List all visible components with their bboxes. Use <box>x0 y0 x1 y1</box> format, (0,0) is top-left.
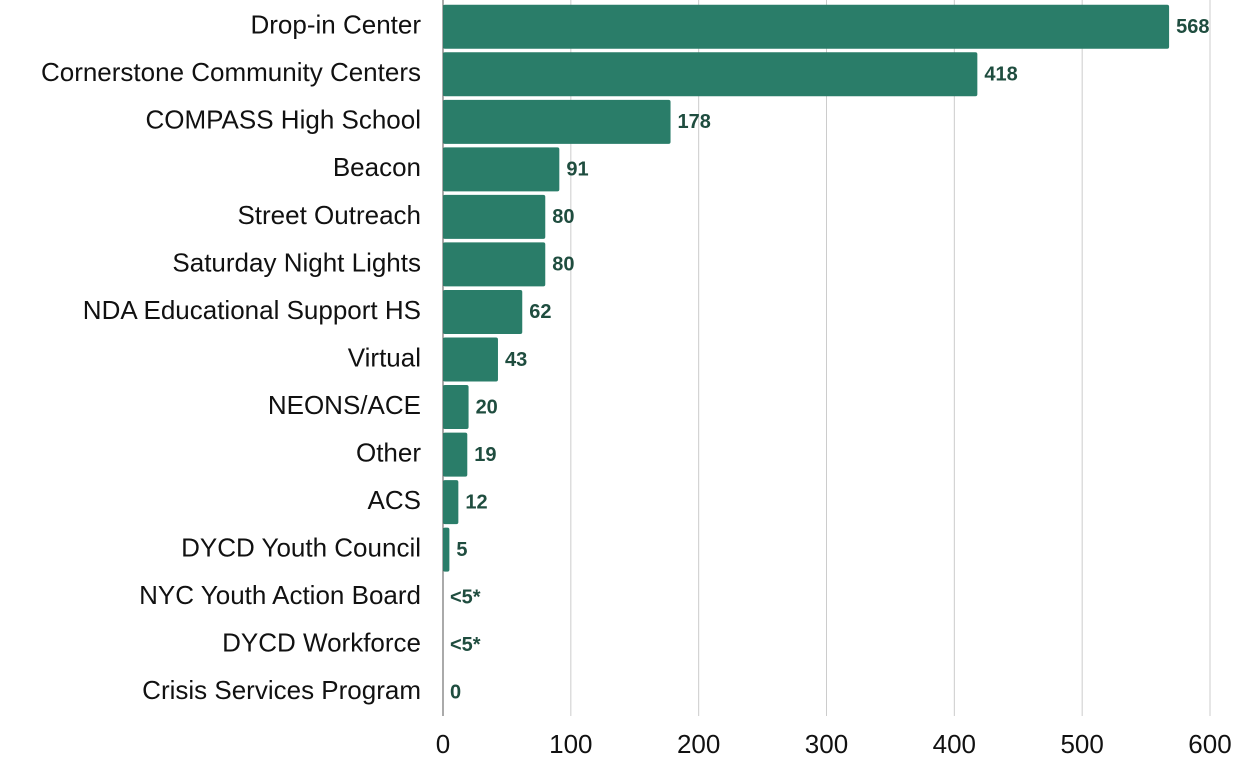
value-label: 80 <box>552 254 574 276</box>
y-tick-label: DYCD Youth Council <box>181 533 421 563</box>
y-tick-label: Drop-in Center <box>250 10 421 40</box>
y-tick-label: Street Outreach <box>237 200 421 230</box>
value-label: 418 <box>984 64 1017 86</box>
y-tick-label: Virtual <box>348 342 421 372</box>
y-tick-label: Cornerstone Community Centers <box>41 57 421 87</box>
value-label: 91 <box>566 159 588 181</box>
bar <box>443 4 1170 49</box>
y-tick-label: NYC Youth Action Board <box>139 580 421 610</box>
value-label: 43 <box>505 349 527 371</box>
bar <box>443 194 546 239</box>
y-tick-label: COMPASS High School <box>145 105 421 135</box>
y-tick-label: Crisis Services Program <box>142 675 421 705</box>
x-tick-label: 600 <box>1188 729 1231 759</box>
bar <box>443 337 498 382</box>
x-tick-label: 300 <box>805 729 848 759</box>
x-tick-label: 200 <box>677 729 720 759</box>
y-tick-label: DYCD Workforce <box>222 628 421 658</box>
bar <box>443 52 978 97</box>
y-tick-label: NEONS/ACE <box>268 390 421 420</box>
x-tick-label: 0 <box>436 729 450 759</box>
value-label: 62 <box>529 301 551 323</box>
bar <box>443 99 671 144</box>
bar <box>443 147 560 192</box>
bar <box>443 242 546 287</box>
x-tick-label: 500 <box>1060 729 1103 759</box>
bar <box>443 527 450 572</box>
bar <box>443 289 523 334</box>
bar <box>443 432 468 477</box>
y-tick-label: Other <box>356 437 421 467</box>
y-tick-label: Beacon <box>333 152 421 182</box>
value-label: 12 <box>465 491 487 513</box>
x-tick-label: 100 <box>549 729 592 759</box>
value-label: 0 <box>450 682 461 704</box>
value-label: 178 <box>678 111 711 133</box>
y-tick-label: NDA Educational Support HS <box>83 295 421 325</box>
value-label: 5 <box>456 539 467 561</box>
y-tick-label: Saturday Night Lights <box>172 247 421 277</box>
x-tick-label: 400 <box>933 729 976 759</box>
value-label: 20 <box>476 396 498 418</box>
bar <box>443 385 469 430</box>
y-tick-label: ACS <box>368 485 421 515</box>
value-label: <5* <box>450 634 481 656</box>
value-label: 80 <box>552 206 574 228</box>
bar <box>443 480 459 525</box>
value-label: 19 <box>474 444 496 466</box>
value-label: <5* <box>450 586 481 608</box>
value-label: 568 <box>1176 16 1209 38</box>
